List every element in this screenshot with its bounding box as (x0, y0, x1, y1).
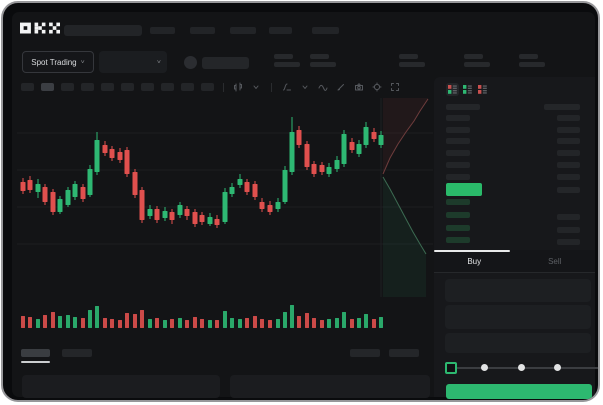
stat-value (464, 62, 490, 67)
book-both-icon[interactable] (446, 83, 459, 96)
total-input[interactable] (445, 333, 591, 353)
ask-price-placeholder[interactable] (446, 138, 470, 145)
book-bids-icon[interactable] (461, 83, 474, 96)
nav-item[interactable] (230, 27, 256, 34)
stat-label (464, 54, 483, 59)
candlestick-chart[interactable] (12, 12, 595, 397)
last-price-highlight[interactable] (446, 183, 482, 196)
ask-amount-placeholder (557, 161, 580, 168)
slider-step-dot[interactable] (554, 364, 561, 371)
candles-icon[interactable] (233, 82, 243, 92)
tab-sell[interactable]: Sell (548, 256, 562, 266)
ask-price-placeholder[interactable] (446, 126, 470, 133)
tab-buy[interactable]: Buy (467, 256, 482, 266)
timeframe-buttons (21, 83, 214, 91)
stat-label (519, 54, 538, 59)
fullscreen-icon[interactable] (390, 82, 400, 92)
amount-input[interactable] (445, 305, 591, 329)
timeframe-button[interactable] (181, 83, 194, 91)
stat-label (399, 54, 418, 59)
buy-submit-button[interactable] (446, 384, 592, 399)
timeframe-button[interactable] (81, 83, 94, 91)
chevron-down-icon: ˅ (156, 59, 161, 65)
bid-price-placeholder[interactable] (446, 199, 470, 205)
nav-item[interactable] (150, 27, 175, 34)
ask-price-placeholder[interactable] (446, 150, 470, 157)
timeframe-button[interactable] (121, 83, 134, 91)
nav-item[interactable] (312, 27, 339, 34)
timeframe-button[interactable] (141, 83, 154, 91)
bottom-panel-right (230, 375, 430, 398)
chevron-down-icon[interactable] (251, 82, 261, 92)
ask-amount-placeholder (557, 150, 580, 157)
slider-step-dot[interactable] (518, 364, 525, 371)
timeframe-button[interactable] (161, 83, 174, 91)
ob-header-price-label (446, 104, 480, 110)
bid-price-placeholder[interactable] (446, 224, 470, 231)
timeframe-button[interactable] (21, 83, 34, 91)
draw-icon[interactable] (336, 82, 346, 92)
price-input[interactable] (445, 279, 591, 302)
market-type-label: Spot Trading (31, 57, 77, 67)
ask-price-placeholder[interactable] (446, 173, 470, 180)
okx-logo[interactable] (20, 22, 60, 35)
order-book-panel: Buy Sell (434, 77, 598, 399)
slider-handle[interactable] (445, 362, 457, 374)
bottom-tab-history[interactable] (62, 349, 92, 357)
price-display-placeholder (202, 57, 249, 69)
stat-label (274, 54, 293, 59)
stat-value (274, 62, 300, 67)
timeframe-button[interactable] (41, 83, 54, 91)
ob-header-amount-label (544, 104, 580, 110)
bottom-tab-orders[interactable] (21, 349, 50, 357)
stat-value (519, 62, 545, 67)
slider-step-dot[interactable] (481, 364, 488, 371)
bid-amount-placeholder (557, 213, 580, 220)
bottom-active-tab-indicator (21, 361, 50, 363)
search-input[interactable] (64, 25, 142, 36)
ask-amount-placeholder (557, 173, 580, 180)
divider (271, 82, 272, 92)
indicators-icon[interactable] (282, 82, 292, 92)
chart-toolbar (21, 82, 400, 92)
ask-price-placeholder[interactable] (446, 161, 470, 168)
nav-item[interactable] (269, 27, 292, 34)
ask-amount-placeholder (557, 138, 580, 145)
bid-amount-placeholder (557, 239, 580, 246)
bid-price-placeholder[interactable] (446, 237, 470, 244)
okx-trading-app: Spot Trading ˅ ˅ (12, 12, 598, 399)
ask-amount-placeholder (557, 115, 580, 121)
stat-label (310, 54, 329, 59)
account-avatar[interactable] (184, 56, 197, 69)
camera-icon[interactable] (354, 82, 364, 92)
active-tab-indicator (434, 250, 510, 252)
ask-amount-placeholder (557, 126, 580, 133)
divider (223, 82, 224, 92)
stat-value (310, 62, 336, 67)
timeframe-button[interactable] (101, 83, 114, 91)
bid-price-placeholder[interactable] (446, 211, 470, 218)
bottom-panel-left (22, 375, 220, 398)
ob-mid-amount-placeholder (557, 187, 580, 193)
timeframe-button[interactable] (61, 83, 74, 91)
bid-amount-placeholder (557, 226, 580, 233)
stat-value (399, 62, 425, 67)
slider-step-dot[interactable] (599, 364, 600, 371)
settings-icon[interactable] (372, 82, 382, 92)
pair-dropdown[interactable]: ˅ (99, 51, 167, 73)
trade-tabs: Buy Sell (434, 250, 595, 273)
nav-item[interactable] (190, 27, 215, 34)
chevron-down-icon[interactable] (300, 82, 310, 92)
timeframe-button[interactable] (201, 83, 214, 91)
market-type-selector[interactable]: Spot Trading ˅ (22, 51, 94, 73)
bottom-action-2[interactable] (389, 349, 419, 357)
ask-price-placeholder[interactable] (446, 115, 470, 121)
chart-tools (233, 82, 400, 92)
wave-icon[interactable] (318, 82, 328, 92)
book-asks-icon[interactable] (476, 83, 489, 96)
chevron-down-icon: ˅ (80, 59, 85, 65)
bottom-action-1[interactable] (350, 349, 380, 357)
